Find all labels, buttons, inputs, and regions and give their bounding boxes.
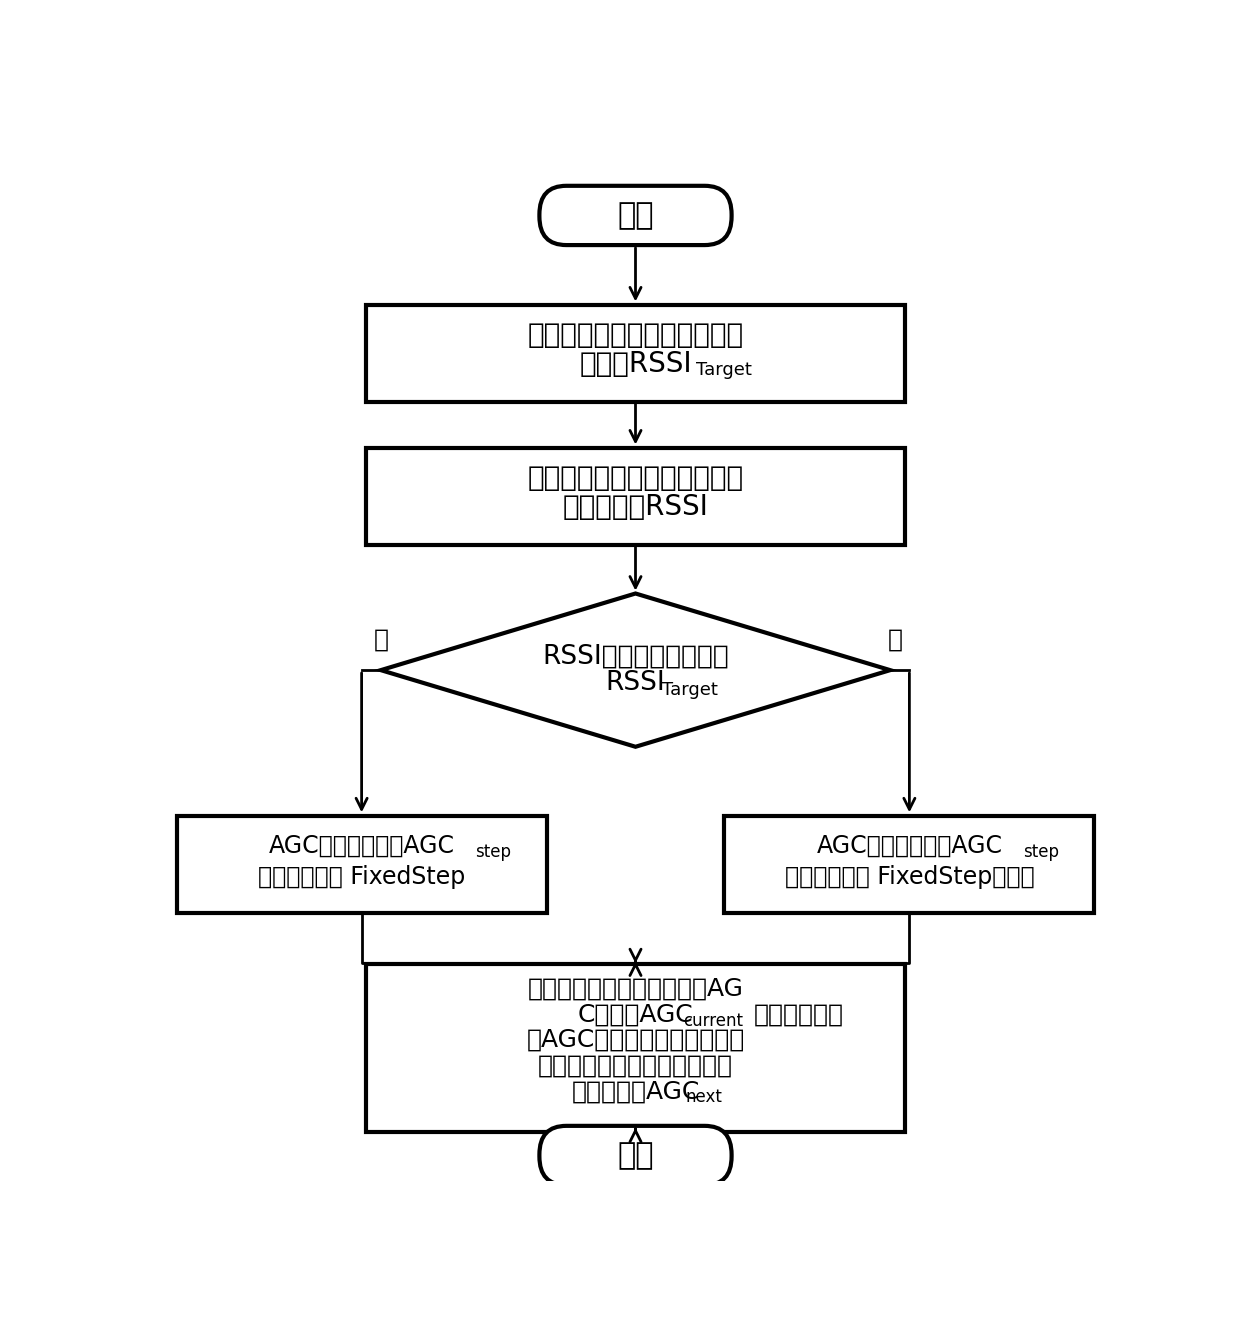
- Text: 期望值RSSI: 期望值RSSI: [579, 349, 692, 378]
- Text: 应下个子帧同一下行时隙的接: 应下个子帧同一下行时隙的接: [538, 1054, 733, 1078]
- Text: 收信号强度RSSI: 收信号强度RSSI: [563, 492, 708, 520]
- Text: AGC增益的调整量AGC: AGC增益的调整量AGC: [269, 833, 455, 857]
- FancyBboxPatch shape: [539, 186, 732, 245]
- Text: 等于固定步长 FixedStep: 等于固定步长 FixedStep: [258, 864, 465, 889]
- Text: Target: Target: [662, 681, 718, 698]
- Text: Target: Target: [696, 361, 751, 378]
- Text: 结束: 结束: [618, 1141, 653, 1170]
- Text: 的AGC增益值调整量，生成对: 的AGC增益值调整量，生成对: [526, 1028, 745, 1052]
- Text: next: next: [686, 1088, 723, 1107]
- Polygon shape: [381, 593, 890, 747]
- Text: AGC增益的调整量AGC: AGC增益的调整量AGC: [816, 833, 1002, 857]
- Text: 否: 否: [888, 628, 903, 652]
- Bar: [367, 449, 905, 545]
- Text: 计算当前子帧本业务时隙的接: 计算当前子帧本业务时隙的接: [527, 464, 744, 492]
- Text: current: current: [683, 1011, 744, 1030]
- Bar: [367, 963, 905, 1132]
- Text: step: step: [475, 843, 511, 861]
- Text: 和上一步获得: 和上一步获得: [754, 1002, 843, 1027]
- Bar: [367, 305, 905, 402]
- Text: 等于固定步长 FixedStep的负值: 等于固定步长 FixedStep的负值: [785, 864, 1034, 889]
- Text: 开始: 开始: [618, 200, 653, 230]
- Text: 是: 是: [373, 628, 388, 652]
- Text: C增益值AGC: C增益值AGC: [578, 1002, 693, 1027]
- Text: 设定下行时隙接收信号强度的: 设定下行时隙接收信号强度的: [527, 321, 744, 349]
- Text: RSSI是否小于或者等于: RSSI是否小于或者等于: [542, 644, 729, 670]
- Text: 收信号增益AGC: 收信号增益AGC: [572, 1079, 699, 1103]
- Text: step: step: [1023, 843, 1059, 861]
- Text: RSSI: RSSI: [605, 670, 666, 697]
- Bar: [724, 816, 1095, 913]
- FancyBboxPatch shape: [539, 1125, 732, 1185]
- Text: 根据当前子帧该下行时隙的AG: 根据当前子帧该下行时隙的AG: [527, 977, 744, 1001]
- Bar: [176, 816, 547, 913]
